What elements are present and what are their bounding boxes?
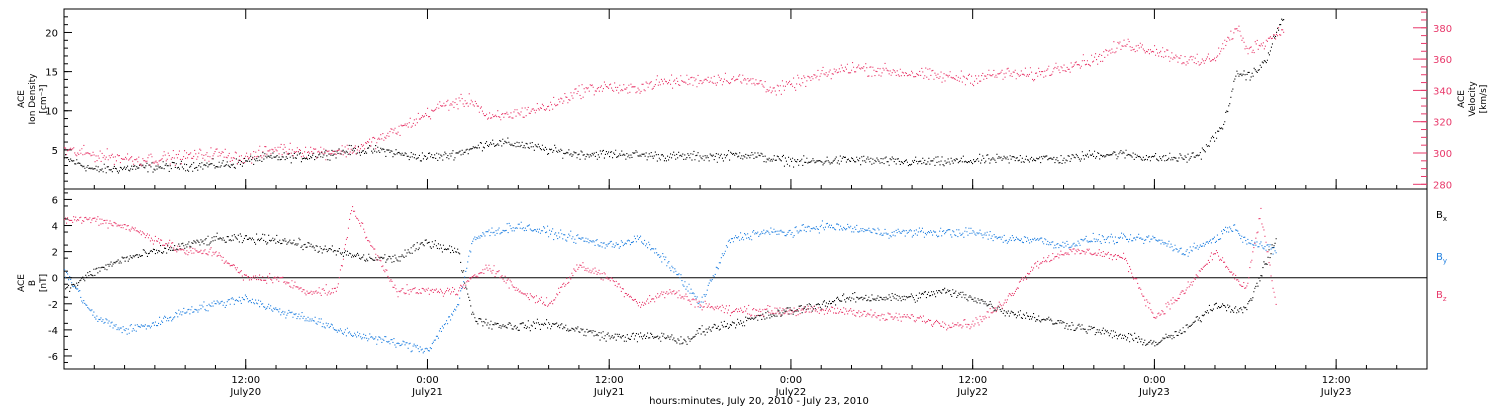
bottom-left-tick-label: -6 xyxy=(48,352,58,363)
x-tick-date: July22 xyxy=(775,387,807,398)
top-left-tick-label: 15 xyxy=(45,68,58,79)
top-right-tick-label: 340 xyxy=(1433,86,1452,97)
x-tick-date: July21 xyxy=(593,387,625,398)
x-tick-time: 0:00 xyxy=(416,375,438,386)
ion-density-series-points xyxy=(64,18,1285,174)
top-right-tick-label: 300 xyxy=(1433,149,1452,160)
velocity-series-points xyxy=(64,25,1285,167)
legend-subscript: y xyxy=(1443,257,1447,265)
bottom-left-ylabel-line: B xyxy=(28,280,38,286)
x-tick-time: 0:00 xyxy=(780,375,802,386)
series-bz xyxy=(64,206,1277,331)
bottom-left-tick-label: 4 xyxy=(52,222,58,233)
top-left-ylabel-line: ACE xyxy=(17,90,27,108)
top-left-tick-label: 5 xyxy=(52,146,58,157)
top-right-tick-label: 320 xyxy=(1433,118,1452,129)
x-tick-time: 12:00 xyxy=(958,375,987,386)
top-left-ylabel-line: Ion Density xyxy=(28,73,38,125)
bottom-panel-frame xyxy=(63,188,1428,370)
series-bx-points xyxy=(64,232,1277,347)
top-right-ylabel-line: [km/s] xyxy=(1479,85,1489,114)
x-tick-time: 12:00 xyxy=(1322,375,1351,386)
legend-subscript: x xyxy=(1443,215,1447,223)
x-tick-date: July20 xyxy=(229,387,261,398)
x-tick-date: July23 xyxy=(1138,387,1170,398)
top-right-ylabel-line: ACE xyxy=(1457,90,1467,108)
x-axis-label: hours:minutes, July 20, 2010 - July 23, … xyxy=(649,396,869,407)
top-right-ylabel-line: Velocity xyxy=(1468,81,1478,117)
x-tick-time: 0:00 xyxy=(1143,375,1165,386)
series-bx xyxy=(64,232,1277,347)
bottom-left-ylabel-line: [nT] xyxy=(39,274,49,292)
ion-density-series xyxy=(64,18,1285,174)
legend-bz: Bz xyxy=(1436,290,1447,303)
top-left-tick-label: 10 xyxy=(45,107,58,118)
x-tick-time: 12:00 xyxy=(595,375,624,386)
legend-by: By xyxy=(1436,252,1447,265)
bottom-left-tick-label: 2 xyxy=(52,248,58,259)
series-by xyxy=(64,220,1277,354)
bottom-left-tick-label: 0 xyxy=(52,274,58,285)
x-tick-date: July21 xyxy=(411,387,443,398)
top-left-ylabel-line: [cm⁻³] xyxy=(39,84,49,113)
series-bz-points xyxy=(64,206,1277,331)
x-tick-date: July22 xyxy=(956,387,988,398)
bottom-left-ylabel-line: ACE xyxy=(17,274,27,292)
bottom-left-tick-label: -4 xyxy=(48,326,58,337)
legend-bx: Bx xyxy=(1436,210,1447,223)
top-left-ylabel: ACEIon Density[cm⁻³] xyxy=(17,73,49,125)
bottom-left-tick-label: 6 xyxy=(52,195,58,206)
top-right-tick-label: 380 xyxy=(1433,24,1452,35)
legend-subscript: z xyxy=(1443,295,1447,303)
legend-label: B xyxy=(1436,210,1443,221)
top-panel-frame xyxy=(63,8,1428,190)
x-axis: 12:00July200:00July2112:00July210:00July… xyxy=(63,9,1428,398)
bottom-left-tick-label: -2 xyxy=(48,300,58,311)
top-right-tick-label: 360 xyxy=(1433,55,1452,66)
legend-label: B xyxy=(1436,252,1443,263)
velocity-series xyxy=(64,25,1285,167)
x-tick-time: 12:00 xyxy=(231,375,260,386)
top-left-tick-label: 20 xyxy=(45,28,58,39)
top-right-ylabel: ACEVelocity[km/s] xyxy=(1457,81,1489,117)
top-right-tick-label: 280 xyxy=(1433,180,1452,191)
bottom-left-ylabel: ACEB[nT] xyxy=(17,274,49,292)
x-tick-date: July23 xyxy=(1320,387,1352,398)
legend-label: B xyxy=(1436,290,1443,301)
series-by-points xyxy=(64,220,1277,354)
